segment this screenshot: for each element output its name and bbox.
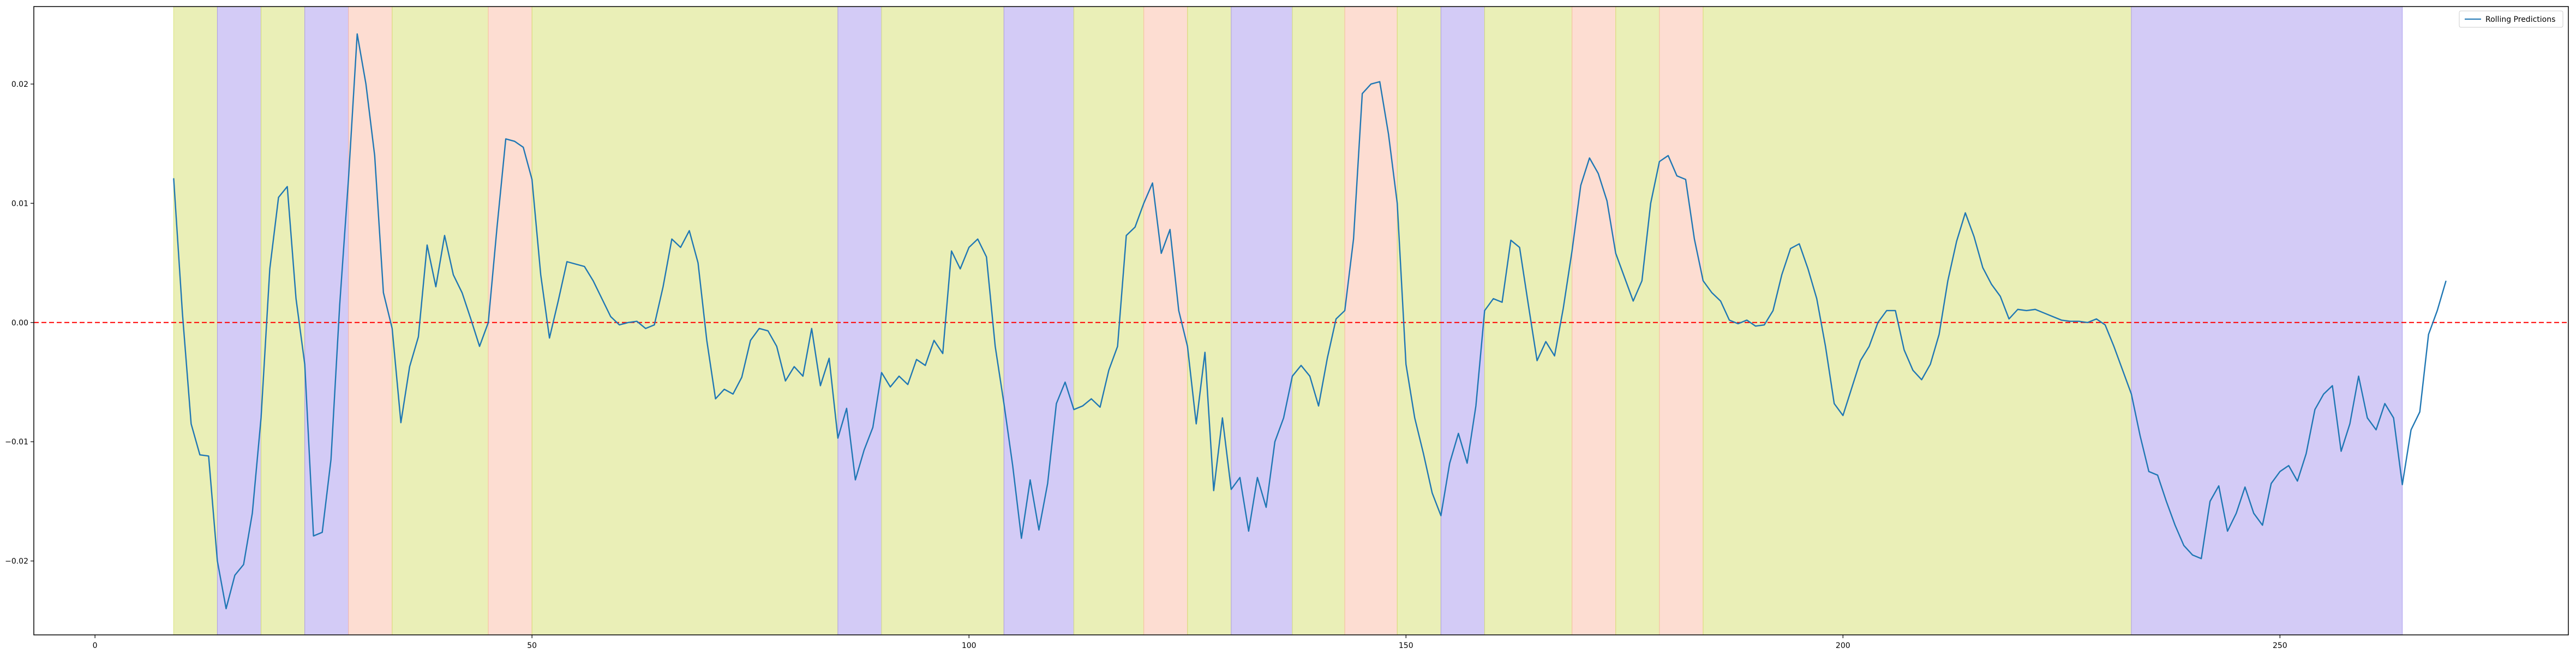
x-tick-label: 50 [527,641,537,650]
region-band-green [1397,6,1441,635]
region-band-purple [2131,6,2403,635]
region-band-green [1187,6,1232,635]
y-tick-label: −0.01 [5,438,28,447]
y-axis: −0.02 −0.01 0.00 0.01 0.02 [5,80,34,566]
region-band-green [392,6,489,635]
region-band-green [1615,6,1660,635]
region-band-red [488,6,532,635]
region-band-red [1572,6,1616,635]
region-band-green [261,6,305,635]
x-tick-label: 0 [93,641,98,650]
x-tick-label: 250 [2273,641,2287,650]
region-band-green [1484,6,1573,635]
region-band-green [173,6,218,635]
y-tick-label: −0.02 [5,557,28,566]
region-band-red [1659,6,1704,635]
region-band-green [1073,6,1145,635]
y-tick-label: 0.01 [11,199,28,208]
x-axis: 0 50 100 150 200 250 [93,635,2287,650]
region-band-red [348,6,393,635]
legend: Rolling Predictions [2459,10,2563,28]
y-tick-label: 0.02 [11,80,28,89]
y-tick-label: 0.00 [11,319,28,328]
series-group [173,33,2447,610]
region-band-green [1703,6,2132,635]
x-tick-label: 100 [962,641,977,650]
region-band-purple [217,6,262,635]
x-tick-label: 150 [1399,641,1413,650]
legend-label: Rolling Predictions [2485,15,2555,24]
region-bands [173,6,2403,635]
legend-box [2459,10,2563,28]
region-band-purple [1440,6,1485,635]
region-band-purple [837,6,882,635]
region-band-green [881,6,1004,635]
region-band-purple [304,6,349,635]
region-band-green [1292,6,1345,635]
region-band-red [1143,6,1188,635]
x-tick-label: 200 [1836,641,1850,650]
series-line [173,33,2447,610]
region-band-red [1344,6,1398,635]
plot-area-frame [33,6,2569,635]
region-band-purple [1231,6,1293,635]
region-band-purple [1003,6,1074,635]
region-band-green [531,6,838,635]
